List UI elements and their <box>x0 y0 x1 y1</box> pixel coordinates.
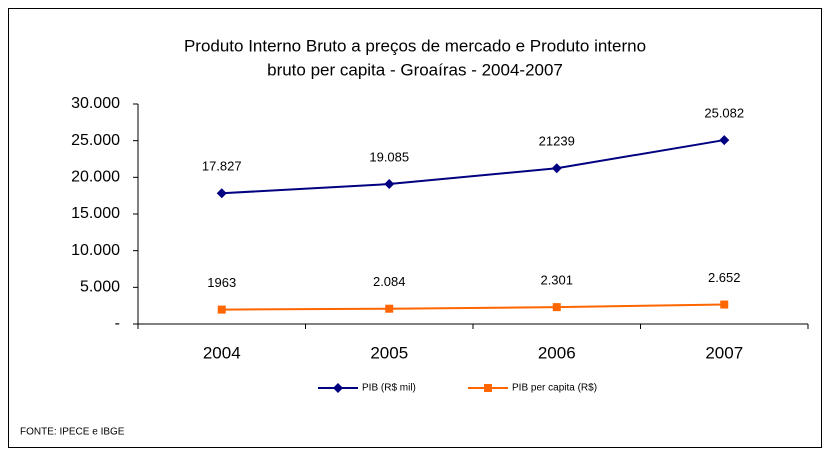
chart-title: bruto per capita - Groaíras - 2004-2007 <box>267 60 563 79</box>
series-line <box>221 303 725 311</box>
marker <box>551 163 562 174</box>
data-label: 1963 <box>207 275 236 290</box>
marker <box>385 304 394 313</box>
legend-label: PIB per capita (R$) <box>512 383 597 394</box>
y-tick-label: - <box>115 315 120 332</box>
y-tick-label: 20.000 <box>71 169 120 186</box>
marker <box>552 303 561 312</box>
chart-border <box>8 8 822 448</box>
x-tick-label: 2007 <box>705 343 743 362</box>
y-tick-label: 30.000 <box>71 95 120 112</box>
marker <box>333 383 343 393</box>
marker <box>720 300 729 309</box>
series-line <box>221 139 725 195</box>
data-label: 2.301 <box>540 273 573 288</box>
data-label: 2.652 <box>708 270 741 285</box>
marker <box>719 135 730 146</box>
source-note: FONTE: IPECE e IBGE <box>20 427 125 438</box>
x-tick-label: 2006 <box>538 343 576 362</box>
y-tick-label: 5.000 <box>80 279 120 296</box>
marker <box>384 179 395 190</box>
y-tick-label: 25.000 <box>71 132 120 149</box>
chart-title: Produto Interno Bruto a preços de mercad… <box>184 36 646 55</box>
marker <box>216 188 227 199</box>
x-tick-label: 2004 <box>203 343 241 362</box>
legend-label: PIB (R$ mil) <box>362 383 416 394</box>
marker <box>217 305 226 314</box>
data-label: 2.084 <box>373 274 406 289</box>
y-tick-label: 15.000 <box>71 205 120 222</box>
data-label: 19.085 <box>369 149 409 164</box>
y-tick-label: 10.000 <box>71 242 120 259</box>
data-label: 21239 <box>539 134 575 149</box>
data-label: 17.827 <box>202 159 242 174</box>
x-tick-label: 2005 <box>370 343 408 362</box>
data-label: 25.082 <box>704 106 744 121</box>
marker <box>484 384 492 392</box>
